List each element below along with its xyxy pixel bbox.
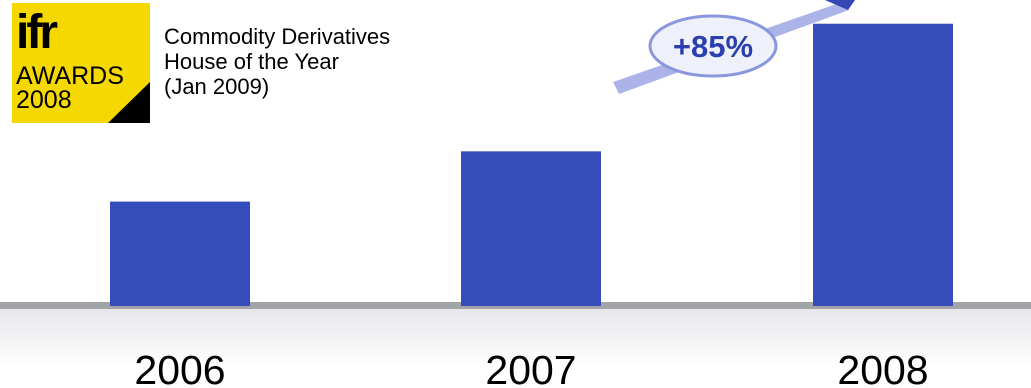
bar-2008 — [813, 24, 953, 306]
growth-callout: +85% — [650, 16, 776, 76]
award-line: Commodity Derivatives — [164, 24, 390, 49]
callout-label: +85% — [673, 29, 753, 64]
x-tick-label-2007: 2007 — [485, 347, 576, 388]
bar-2007 — [461, 151, 601, 306]
x-tick-label-2008: 2008 — [837, 347, 928, 388]
logo-ifr-text: ifr — [16, 6, 57, 59]
award-line: House of the Year — [164, 49, 390, 74]
x-tick-label-2006: 2006 — [134, 347, 225, 388]
logo-year-text: 2008 — [16, 86, 72, 114]
award-line: (Jan 2009) — [164, 74, 390, 99]
award-description: Commodity Derivatives House of the Year … — [164, 24, 390, 99]
bar-2006 — [110, 202, 250, 306]
ifr-awards-logo: ifr AWARDS 2008 — [12, 3, 150, 123]
